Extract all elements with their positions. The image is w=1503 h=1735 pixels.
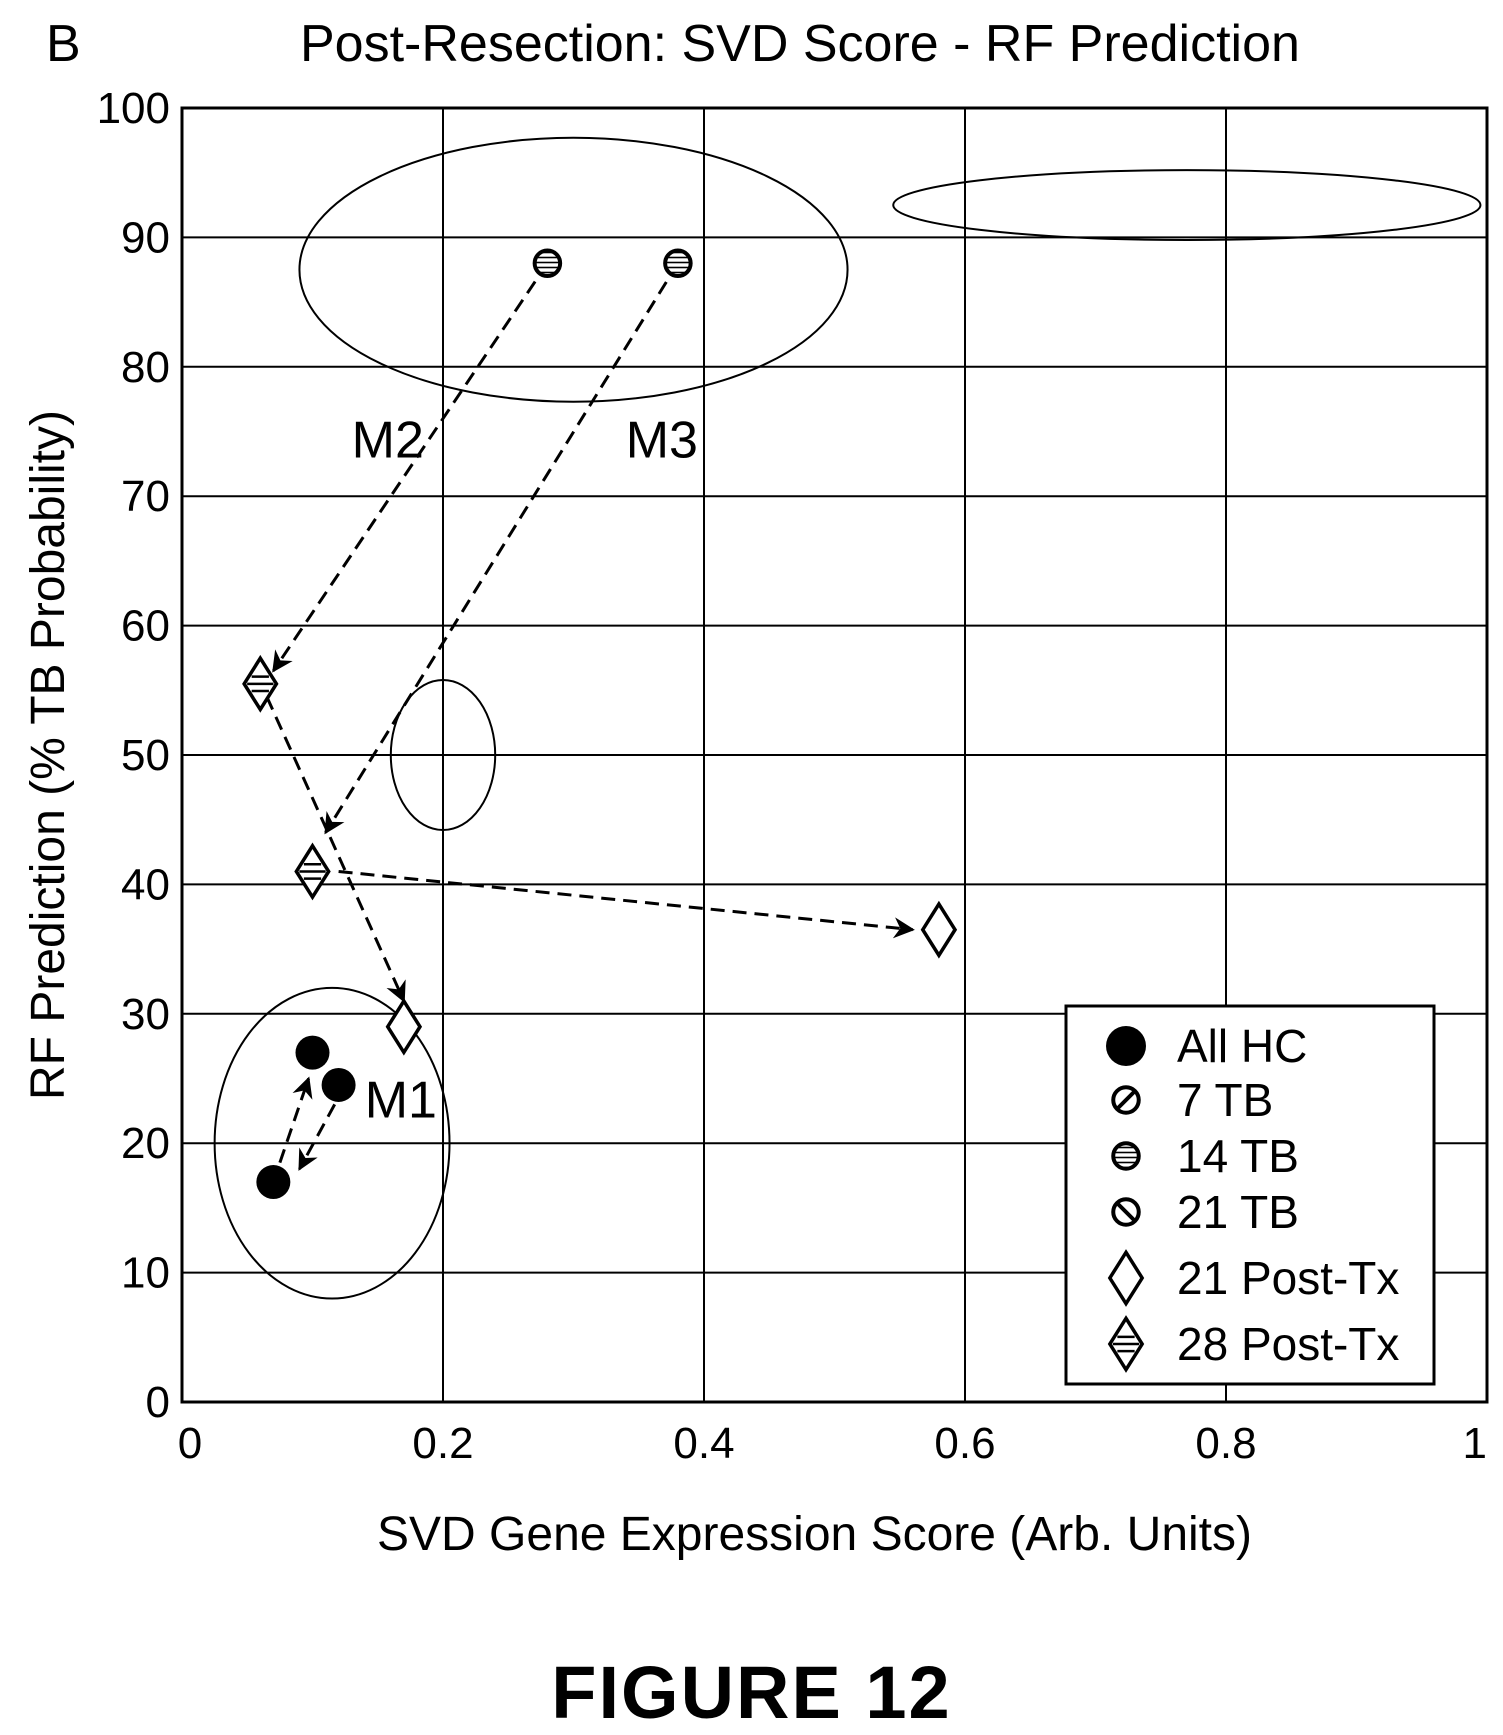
legend-marker (1106, 1026, 1146, 1066)
data-point (532, 248, 563, 279)
legend-marker (1111, 1197, 1141, 1227)
x-tick-label: 0.4 (673, 1419, 734, 1468)
x-tick-label: 1 (1463, 1419, 1487, 1468)
data-point (663, 248, 693, 279)
legend-label: 28 Post-Tx (1177, 1318, 1399, 1370)
trajectory-arrow (278, 1076, 313, 1164)
x-tick-label: 0.6 (934, 1419, 995, 1468)
y-tick-label: 70 (121, 472, 170, 521)
trajectory-arrow (272, 262, 549, 673)
x-tick-label: 0.8 (1195, 1419, 1256, 1468)
data-point (256, 1165, 291, 1200)
figure-label: FIGURE 12 (551, 1651, 952, 1734)
data-points (242, 248, 958, 1200)
y-tick-label: 20 (121, 1119, 170, 1168)
legend-label: 21 Post-Tx (1177, 1252, 1399, 1304)
y-tick-label: 10 (121, 1249, 170, 1298)
legend-marker (1111, 1141, 1141, 1171)
annotation-label: M3 (626, 411, 698, 469)
legend-marker (1111, 1085, 1141, 1115)
cluster-ellipse (298, 136, 849, 403)
legend-marker (1107, 1315, 1145, 1373)
data-point (321, 1067, 356, 1102)
chart-title: Post-Resection: SVD Score - RF Predictio… (300, 15, 1300, 73)
cluster-ellipse (213, 986, 451, 1300)
y-tick-label: 0 (146, 1378, 170, 1427)
annotation-label: M1 (365, 1071, 437, 1129)
x-tick-label: 0.2 (412, 1419, 473, 1468)
y-tick-label: 90 (121, 213, 170, 262)
axes: 0 10 20 30 40 50 60 70 80 90 100 0 0.2 0.4 0.6 0.8 1 SVD … (22, 84, 1489, 1561)
y-tick-label: 60 (121, 602, 170, 651)
trajectory-arrow (298, 1103, 337, 1171)
trajectory-arrow (324, 262, 680, 835)
annotation-label: M2 (352, 411, 424, 469)
cluster-ellipse (892, 169, 1482, 241)
legend-marker (1107, 1249, 1145, 1307)
y-tick-label: 30 (121, 990, 170, 1039)
y-axis-label: RF Prediction (% TB Probability) (22, 410, 75, 1100)
data-point (920, 900, 958, 959)
cluster-ellipse (389, 678, 497, 832)
y-tick-label: 50 (121, 731, 170, 780)
scatter-chart: 0 10 20 30 40 50 60 70 80 90 100 0 0.2 0.4 0.6 0.8 1 SVD … (22, 84, 1489, 1561)
x-tick-label: 0 (178, 1419, 202, 1468)
cluster-ellipses (213, 136, 1482, 1300)
data-point (295, 1035, 330, 1070)
y-tick-label: 100 (97, 84, 170, 133)
y-tick-label: 40 (121, 860, 170, 909)
panel-letter: B (46, 15, 81, 73)
trajectory-arrows (265, 262, 915, 1171)
trajectory-arrow (265, 696, 406, 1003)
x-axis-label: SVD Gene Expression Score (Arb. Units) (377, 1508, 1252, 1561)
legend-label: 7 TB (1177, 1074, 1273, 1126)
trajectory-arrow (338, 869, 915, 939)
y-tick-label: 80 (121, 343, 170, 392)
data-point (242, 654, 279, 713)
plot-frame (180, 106, 1489, 1404)
data-point (294, 842, 331, 901)
annotations: M2 M3 M1 (352, 411, 698, 1129)
legend-label: All HC (1177, 1020, 1307, 1072)
legend-label: 14 TB (1177, 1130, 1299, 1182)
legend-label: 21 TB (1177, 1186, 1299, 1238)
data-point (385, 997, 423, 1056)
